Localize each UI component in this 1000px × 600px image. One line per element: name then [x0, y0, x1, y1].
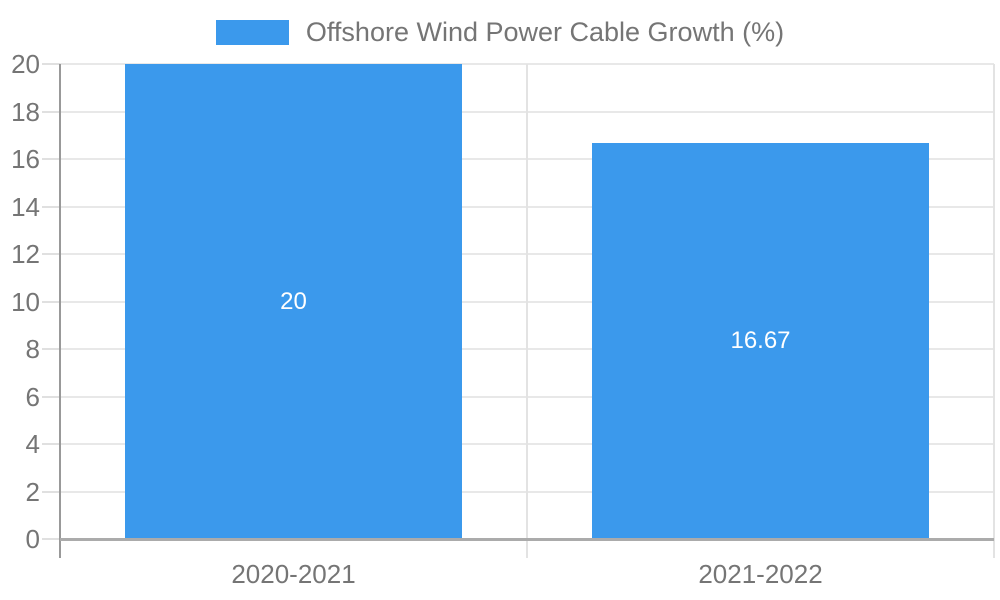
x-tick-label: 2020-2021 [231, 559, 356, 589]
y-tick-label: 4 [25, 429, 40, 459]
bar [125, 64, 462, 539]
y-tick-mark [42, 205, 60, 208]
y-tick-mark [42, 443, 60, 445]
y-tick-label: 2 [25, 476, 40, 507]
y-tick-label: 20 [11, 49, 40, 79]
chart-legend: Offshore Wind Power Cable Growth (%) [0, 19, 1000, 46]
y-tick-label: 8 [25, 334, 40, 364]
bar-value-label: 16.67 [730, 327, 791, 355]
y-tick-mark [42, 63, 60, 65]
y-tick-mark [42, 158, 60, 160]
y-tick-mark [42, 300, 60, 303]
bar [592, 143, 929, 539]
y-tick-mark [42, 395, 60, 398]
y-tick-label: 18 [11, 96, 40, 127]
y-tick-label: 14 [11, 191, 40, 222]
y-tick-mark [42, 110, 60, 113]
y-tick-label: 0 [25, 524, 40, 554]
legend-label: Offshore Wind Power Cable Growth (%) [305, 17, 785, 47]
y-axis-line [59, 64, 61, 558]
y-tick-mark [42, 490, 60, 493]
y-tick-label: 16 [11, 144, 40, 174]
y-tick-label: 6 [25, 381, 40, 412]
category-separator [993, 64, 995, 558]
y-tick-label: 12 [11, 239, 40, 269]
y-tick-mark [42, 253, 60, 255]
x-tick-label: 2021-2022 [698, 559, 823, 589]
bar-value-label: 20 [280, 287, 307, 315]
y-tick-label: 10 [11, 286, 40, 317]
legend-swatch [215, 20, 289, 45]
category-separator [526, 64, 528, 558]
y-tick-mark [42, 538, 60, 540]
y-tick-mark [42, 348, 60, 350]
x-axis-baseline [60, 538, 994, 541]
